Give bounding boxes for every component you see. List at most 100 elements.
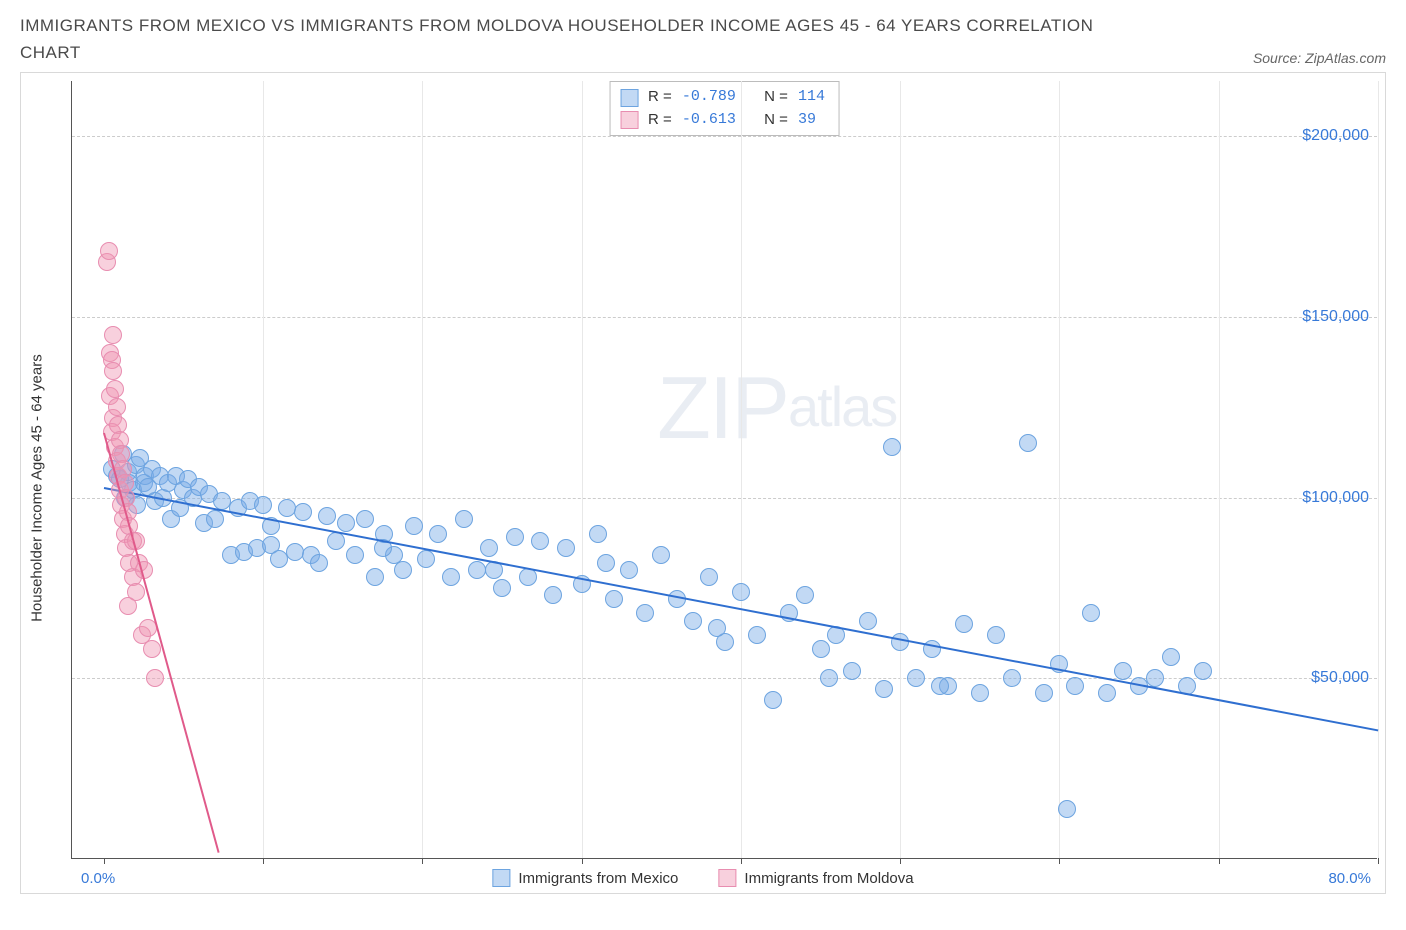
gridline-v — [1219, 81, 1220, 858]
data-point — [468, 561, 486, 579]
data-point — [366, 568, 384, 586]
x-tick — [104, 858, 105, 864]
series-legend: Immigrants from Mexico Immigrants from Mo… — [492, 869, 913, 887]
data-point — [100, 242, 118, 260]
chart-container: Householder Income Ages 45 - 64 years ZI… — [20, 72, 1386, 894]
x-tick — [263, 858, 264, 864]
data-point — [883, 438, 901, 456]
data-point — [931, 677, 949, 695]
y-tick-label: $200,000 — [1302, 127, 1369, 145]
data-point — [356, 510, 374, 528]
data-point — [417, 550, 435, 568]
gridline-v — [741, 81, 742, 858]
data-point — [429, 525, 447, 543]
stats-row: R =-0.613 N = 39 — [620, 109, 825, 132]
data-point — [286, 543, 304, 561]
stat-r-value: -0.789 — [682, 86, 736, 109]
stat-n-value: 39 — [798, 109, 816, 132]
x-tick — [1378, 858, 1379, 864]
data-point — [531, 532, 549, 550]
x-tick — [741, 858, 742, 864]
y-tick-label: $100,000 — [1302, 489, 1369, 507]
plot-area: ZIPatlas R = -0.789 N = 114R =-0.613 N = 3… — [71, 81, 1377, 859]
data-point — [732, 583, 750, 601]
data-point — [1058, 800, 1076, 818]
gridline-h — [72, 317, 1377, 318]
source-attribution: Source: ZipAtlas.com — [1253, 50, 1386, 66]
data-point — [493, 579, 511, 597]
data-point — [1082, 604, 1100, 622]
gridline-v — [263, 81, 264, 858]
legend-item: Immigrants from Moldova — [718, 869, 913, 887]
stat-n-value: 114 — [798, 86, 825, 109]
data-point — [597, 554, 615, 572]
data-point — [1066, 677, 1084, 695]
y-tick-label: $150,000 — [1302, 308, 1369, 326]
data-point — [294, 503, 312, 521]
data-point — [346, 546, 364, 564]
data-point — [1098, 684, 1116, 702]
data-point — [748, 626, 766, 644]
watermark-part1: ZIP — [657, 358, 788, 457]
gridline-v — [582, 81, 583, 858]
x-axis-min-label: 0.0% — [81, 870, 115, 887]
x-tick — [900, 858, 901, 864]
stats-legend-box: R = -0.789 N = 114R =-0.613 N = 39 — [609, 81, 840, 136]
data-point — [143, 640, 161, 658]
legend-swatch — [718, 869, 736, 887]
data-point — [1035, 684, 1053, 702]
watermark-part2: atlas — [788, 375, 896, 438]
data-point — [891, 633, 909, 651]
x-tick — [1219, 858, 1220, 864]
x-axis-max-label: 80.0% — [1328, 870, 1371, 887]
legend-swatch — [620, 111, 638, 129]
watermark: ZIPatlas — [657, 357, 896, 459]
data-point — [987, 626, 1005, 644]
y-axis-title: Householder Income Ages 45 - 64 years — [29, 355, 46, 623]
chart-title: IMMIGRANTS FROM MEXICO VS IMMIGRANTS FRO… — [20, 12, 1120, 66]
data-point — [455, 510, 473, 528]
data-point — [636, 604, 654, 622]
data-point — [506, 528, 524, 546]
data-point — [1146, 669, 1164, 687]
data-point — [1019, 434, 1037, 452]
legend-label: Immigrants from Mexico — [518, 870, 678, 887]
legend-swatch — [492, 869, 510, 887]
data-point — [652, 546, 670, 564]
legend-swatch — [620, 89, 638, 107]
y-tick-label: $50,000 — [1311, 669, 1369, 687]
data-point — [875, 680, 893, 698]
data-point — [907, 669, 925, 687]
data-point — [708, 619, 726, 637]
stat-r-value: -0.613 — [682, 109, 736, 132]
x-tick — [582, 858, 583, 864]
x-tick — [1059, 858, 1060, 864]
data-point — [104, 362, 122, 380]
data-point — [700, 568, 718, 586]
data-point — [206, 510, 224, 528]
data-point — [442, 568, 460, 586]
data-point — [254, 496, 272, 514]
data-point — [605, 590, 623, 608]
data-point — [620, 561, 638, 579]
data-point — [318, 507, 336, 525]
data-point — [557, 539, 575, 557]
data-point — [106, 380, 124, 398]
data-point — [764, 691, 782, 709]
data-point — [327, 532, 345, 550]
data-point — [278, 499, 296, 517]
data-point — [108, 398, 126, 416]
data-point — [684, 612, 702, 630]
header-row: IMMIGRANTS FROM MEXICO VS IMMIGRANTS FRO… — [20, 12, 1386, 66]
data-point — [1114, 662, 1132, 680]
stat-n-label: N = — [764, 86, 788, 109]
data-point — [104, 326, 122, 344]
stat-n-label: N = — [764, 109, 788, 132]
data-point — [589, 525, 607, 543]
data-point — [971, 684, 989, 702]
data-point — [955, 615, 973, 633]
data-point — [820, 669, 838, 687]
data-point — [337, 514, 355, 532]
stat-r-label: R = — [648, 86, 672, 109]
data-point — [1162, 648, 1180, 666]
